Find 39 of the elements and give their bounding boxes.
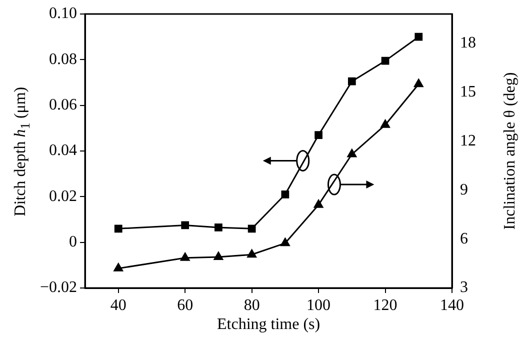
y2-tick-label: 18: [460, 34, 476, 52]
point: [347, 149, 357, 158]
point: [281, 190, 290, 198]
y2-tick-label: 6: [460, 230, 468, 248]
x-tick-label: 80: [244, 296, 260, 314]
point: [180, 252, 190, 261]
y-tick-label: −0.02: [40, 279, 77, 296]
y2-axis-title: Inclination angle θ (deg): [501, 72, 520, 230]
y-tick-label: 0.10: [49, 5, 77, 22]
y2-tick-label: 9: [460, 181, 468, 198]
x-tick-label: 120: [373, 296, 398, 314]
y-tick-label: 0.08: [49, 50, 77, 68]
point: [114, 224, 122, 233]
point: [181, 221, 190, 230]
point: [414, 78, 424, 88]
point: [348, 77, 356, 86]
point: [248, 224, 256, 233]
point: [247, 249, 256, 258]
y2-tick-label: 3: [460, 279, 468, 296]
x-axis-title: Etching time (s): [217, 316, 320, 334]
x-tick-label: 100: [306, 296, 331, 314]
point: [114, 263, 124, 272]
point: [381, 56, 390, 65]
point: [380, 120, 390, 128]
x-tick-label: 40: [110, 296, 126, 314]
point: [214, 252, 224, 260]
x-tick-label: 140: [440, 296, 464, 314]
point: [314, 131, 322, 139]
point: [280, 238, 290, 246]
point: [214, 224, 222, 232]
y-tick-label: 0.04: [49, 142, 77, 160]
y2-tick-label: 15: [460, 83, 476, 100]
y-tick-label: 0.06: [49, 96, 77, 114]
point: [314, 200, 324, 208]
y-tick-label: 0: [69, 234, 77, 251]
y-tick-label: 0.02: [49, 188, 77, 205]
point: [414, 32, 423, 41]
x-tick-label: 60: [177, 296, 194, 314]
y2-tick-label: 12: [460, 132, 476, 150]
